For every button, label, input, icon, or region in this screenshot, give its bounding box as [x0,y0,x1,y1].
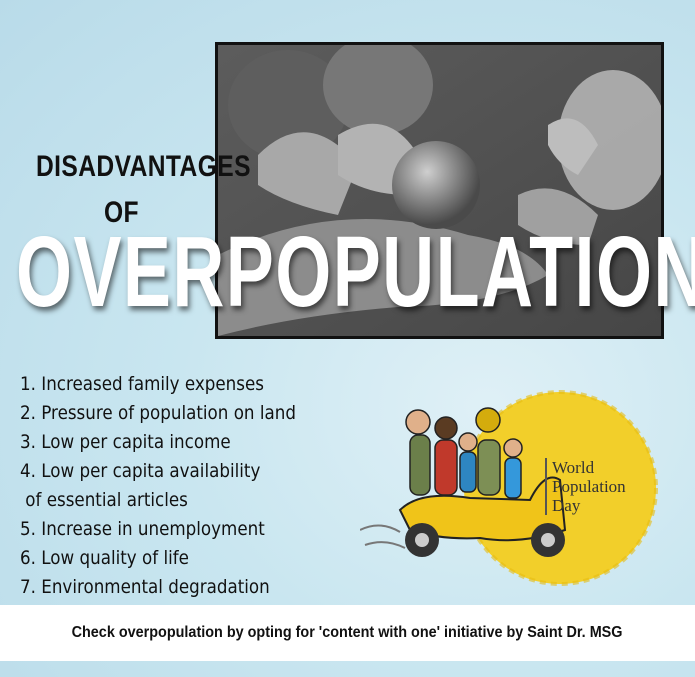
headline-disadvantages: DISADVANTAGES [36,150,251,183]
footer-text: Check overpopulation by opting for 'cont… [72,624,623,641]
list-item: 4. Low per capita availability [20,460,261,482]
headline-overpopulation: OVERPOPULATION [16,216,695,328]
world-population-day-logo [359,380,660,600]
list-item: 1. Increased family expenses [20,373,264,395]
list-item: 6. Low quality of life [20,547,189,569]
list-item: of essential articles [25,489,188,511]
logo-line-day: Day [552,496,581,515]
list-item: 7. Environmental degradation [20,576,270,598]
list-item: 3. Low per capita income [20,431,231,453]
logo-line-population: Population [552,477,626,496]
world-population-day-label: World Population Day [545,458,626,515]
list-item: 2. Pressure of population on land [20,402,296,424]
footer-banner: Check overpopulation by opting for 'cont… [0,605,695,661]
hands-and-ball-photo [215,42,664,339]
logo-line-world: World [552,458,595,477]
headline-of: OF [104,196,139,229]
disadvantages-list: 1. Increased family expenses 2. Pressure… [20,370,334,602]
list-item: 5. Increase in unemployment [20,518,265,540]
